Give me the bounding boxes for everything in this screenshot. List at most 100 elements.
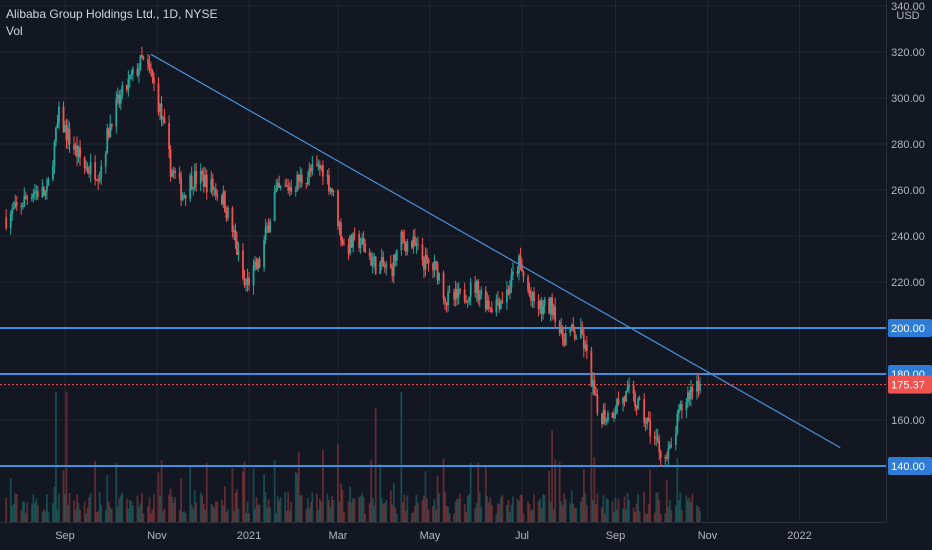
- volume-bar: [233, 511, 235, 522]
- candle-body: [350, 235, 353, 248]
- candle-body: [88, 172, 91, 174]
- candle-body: [668, 444, 671, 449]
- candle-body: [226, 207, 229, 219]
- candle-body: [653, 436, 656, 439]
- candle-body: [26, 197, 29, 199]
- candle-body: [284, 185, 287, 187]
- candle-body: [127, 79, 130, 90]
- candle-body: [199, 170, 202, 184]
- volume-bar: [604, 513, 606, 522]
- volume-bar: [637, 494, 640, 522]
- volume-bar: [193, 489, 196, 522]
- volume-bar: [465, 511, 468, 522]
- candle-body: [477, 281, 480, 300]
- candle-body: [395, 250, 398, 261]
- volume-bar: [169, 488, 172, 522]
- volume-bar: [64, 493, 66, 522]
- candle-body: [582, 334, 585, 349]
- volume-bar: [53, 486, 56, 522]
- candle-body: [690, 387, 692, 400]
- candle-body: [195, 171, 198, 184]
- volume-bar: [644, 513, 647, 522]
- volume-bar: [168, 494, 170, 522]
- volume-bar: [33, 502, 36, 522]
- volume-bar: [594, 504, 597, 522]
- candle-body: [594, 393, 597, 395]
- candle-body: [279, 186, 282, 188]
- volume-bar: [540, 508, 543, 522]
- candle-body: [233, 230, 235, 233]
- volume-bar: [338, 501, 341, 522]
- candle-body: [389, 263, 392, 268]
- candle-body: [400, 232, 403, 251]
- volume-bar: [658, 500, 661, 522]
- volume-bar: [202, 503, 205, 522]
- candle-body: [245, 283, 247, 285]
- volume-bar: [530, 510, 532, 522]
- candle-body: [643, 399, 646, 423]
- volume-bar: [668, 500, 671, 522]
- volume-bar: [237, 508, 240, 522]
- candle-body: [264, 227, 267, 241]
- candle-body: [509, 287, 511, 294]
- candle-body: [628, 385, 630, 388]
- volume-bar: [480, 507, 483, 522]
- candle-body: [138, 69, 140, 76]
- volume-bar: [195, 503, 198, 522]
- volume-bar: [551, 430, 554, 522]
- volume-bar: [410, 512, 413, 522]
- candle-body: [506, 289, 508, 303]
- candle-body: [659, 451, 662, 459]
- candle-body: [296, 174, 299, 191]
- candle-body: [76, 145, 78, 158]
- volume-bar: [569, 503, 572, 522]
- candle-body: [33, 191, 36, 194]
- candle-body: [696, 380, 698, 392]
- level-label-bg: [888, 319, 932, 337]
- candle-body: [308, 168, 311, 178]
- volume-bar: [110, 508, 113, 522]
- volume-bar: [115, 463, 118, 522]
- volume-bar: [252, 468, 255, 522]
- volume-bar: [21, 501, 24, 522]
- candle-body: [686, 392, 689, 403]
- candle-body: [231, 207, 234, 233]
- volume-bar: [118, 498, 121, 522]
- volume-bar: [9, 478, 12, 522]
- volume-bar: [337, 444, 339, 522]
- volume-bar: [486, 496, 489, 522]
- volume-bar: [401, 502, 404, 522]
- candle-body: [276, 182, 279, 189]
- candle-body: [622, 397, 624, 404]
- candle-body: [162, 117, 164, 120]
- level-label: 200.00: [891, 323, 925, 335]
- candle-body: [417, 244, 419, 246]
- volume-bar: [136, 495, 139, 522]
- candle-body: [341, 240, 344, 245]
- candle-body: [465, 300, 468, 303]
- volume-bar: [184, 513, 187, 522]
- volume-bar: [242, 471, 244, 522]
- volume-bar: [311, 492, 314, 522]
- volume-bar: [192, 508, 195, 522]
- candle-body: [121, 85, 124, 96]
- candle-body: [246, 277, 249, 284]
- volume-bar: [421, 500, 424, 522]
- candle-body: [644, 422, 647, 424]
- candle-body: [255, 261, 258, 270]
- volume-bar: [616, 509, 618, 522]
- candle-body: [362, 237, 365, 245]
- volume-bar: [231, 467, 234, 522]
- volume-bar: [248, 513, 250, 522]
- volume-bar: [30, 504, 33, 522]
- volume-bar: [622, 507, 624, 522]
- candle-body: [202, 174, 205, 187]
- volume-bar: [205, 463, 208, 522]
- volume-bar: [83, 501, 86, 522]
- volume-bar: [138, 507, 140, 522]
- volume-bars: [5, 392, 701, 522]
- candle-body: [579, 326, 582, 339]
- volume-bar: [558, 461, 561, 522]
- volume-bar: [427, 509, 430, 522]
